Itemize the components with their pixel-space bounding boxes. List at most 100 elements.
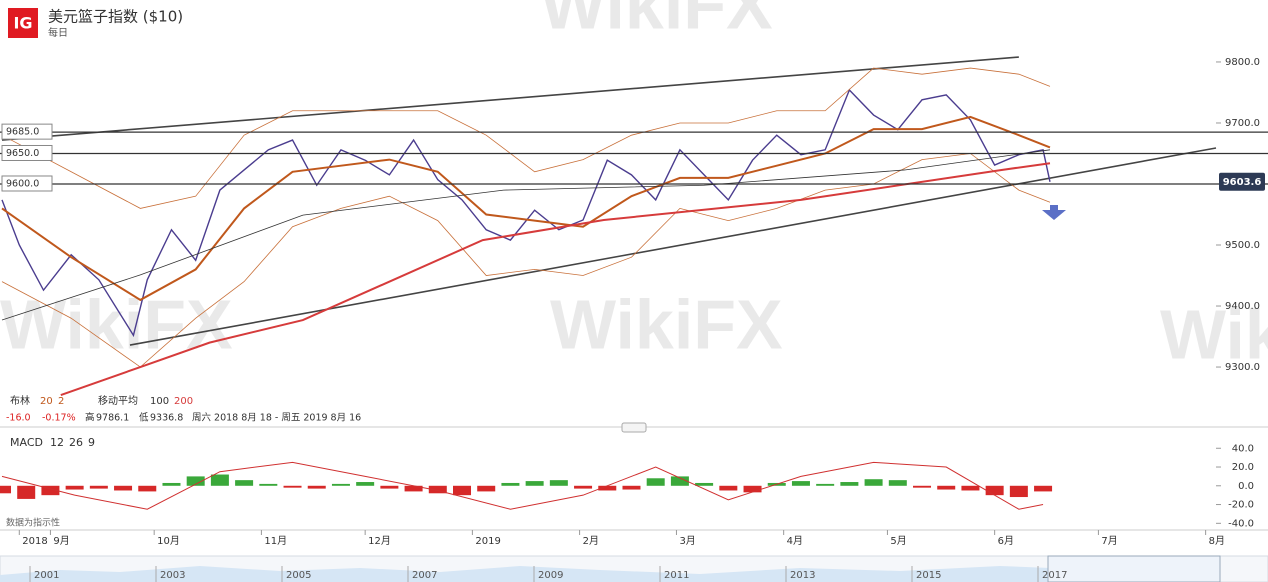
macd-bar (743, 485, 762, 493)
stat-item: 高 (85, 412, 95, 424)
stat-item: 9786.1 (96, 413, 129, 424)
x-tick-label: 2月 (583, 535, 599, 547)
y-tick-label: 9300.0 (1225, 362, 1260, 373)
x-tick-label: 11月 (264, 535, 287, 547)
macd-bar (283, 485, 302, 488)
price (1, 88, 1051, 338)
legend-item: 20 (40, 396, 53, 407)
macd-bar (89, 485, 108, 489)
y-tick-label: -20.0 (1228, 500, 1254, 511)
level-label: 9650.0 (6, 148, 39, 159)
watermarks: WikiFX WikiFX WikiFX WikiFX (0, 0, 1268, 373)
y-tick-label: 9400.0 (1225, 301, 1260, 312)
macd-bar (138, 485, 157, 492)
macd-title: MACD (10, 436, 43, 449)
macd-bar (937, 485, 956, 490)
y-tick-label: 9500.0 (1225, 240, 1260, 251)
y-tick-label: 0.0 (1238, 481, 1254, 492)
macd-bar (864, 479, 883, 486)
resize-handle[interactable] (621, 422, 647, 433)
macd-bar (719, 485, 738, 491)
y-tick-label: 40.0 (1232, 443, 1254, 454)
macd-bar (428, 485, 447, 494)
macd-bar (888, 480, 907, 486)
macd-bar (985, 485, 1004, 496)
nav-label: 2017 (1042, 570, 1067, 581)
x-tick-label: 7月 (1101, 535, 1117, 547)
watermark: WikiFX (0, 285, 233, 363)
legend-item: 200 (174, 396, 193, 407)
legend-item: 2 (58, 396, 64, 407)
macd-bar (1034, 485, 1053, 492)
macd-bar (259, 483, 278, 486)
legend-item: 布林 (10, 394, 30, 407)
stat-item: 低 (139, 412, 149, 424)
legend-item: 100 (150, 396, 169, 407)
logo-text: IG (13, 14, 32, 33)
macd-bar (0, 485, 11, 494)
macd-bar (404, 485, 423, 492)
x-tick-label: 8月 (1209, 535, 1225, 547)
interval: 每日 (48, 26, 68, 39)
level-label: 9600.0 (6, 178, 39, 189)
level-box (1, 144, 53, 161)
y-tick-label: 9700.0 (1225, 118, 1260, 129)
legend-item: 移动平均 (98, 394, 138, 407)
x-tick-label: 2018 (22, 536, 47, 547)
macd-bar (453, 485, 472, 496)
macd-param: 26 (69, 436, 83, 449)
nav-label: 2011 (664, 570, 689, 581)
x-tick-label: 3月 (679, 535, 695, 547)
x-tick-label: 4月 (787, 535, 803, 547)
macd-plot (0, 461, 1053, 510)
macd-bar (17, 485, 36, 499)
macd-bar (816, 483, 835, 486)
macd-bar (695, 482, 714, 486)
nav-label: 2015 (916, 570, 941, 581)
nav-label: 2003 (160, 570, 185, 581)
ma100 (1, 149, 1051, 321)
x-tick-label: 6月 (998, 535, 1014, 547)
bb-upper (1, 67, 1051, 209)
macd-bar (162, 482, 181, 486)
macd-bar (525, 481, 544, 486)
watermark: WikiFX (550, 285, 783, 363)
stat-item: 9336.8 (150, 413, 183, 424)
macd-bar (307, 485, 326, 489)
macd-line (1, 461, 1044, 510)
macd-bar (913, 485, 932, 488)
macd-bar (210, 474, 229, 486)
macd-bar (235, 480, 254, 486)
ma200 (60, 162, 1051, 397)
navigator-area (0, 564, 1220, 582)
navigator-window[interactable] (1047, 555, 1221, 582)
nav-label: 2007 (412, 570, 437, 581)
down-arrow (1042, 205, 1066, 220)
bb-mid (1, 115, 1051, 302)
x-tick-label: 9月 (53, 535, 69, 547)
trendline (129, 147, 1217, 346)
nav-label: 2005 (286, 570, 311, 581)
level-label: 9685.0 (6, 127, 39, 138)
bb-lower (1, 153, 1051, 368)
level-box (1, 175, 53, 192)
y-tick-label: 9800.0 (1225, 57, 1260, 68)
level-box (1, 123, 53, 140)
x-tick-label: 10月 (157, 535, 180, 547)
macd-bar (114, 485, 133, 491)
macd-bar (574, 485, 593, 489)
macd-bar (670, 476, 689, 486)
macd-bar (961, 485, 980, 491)
macd-bar (840, 482, 859, 486)
watermark: WikiFX (540, 0, 773, 43)
macd-bar (1009, 485, 1028, 498)
last-price-box (1219, 172, 1265, 191)
macd-bar (598, 485, 617, 491)
macd-bar (477, 485, 496, 492)
x-tick-label: 5月 (890, 535, 906, 547)
x-tick-label: 12月 (368, 535, 391, 547)
y-tick-label: 20.0 (1232, 462, 1254, 473)
nav-label: 2013 (790, 570, 815, 581)
x-tick-label: 2019 (475, 536, 500, 547)
y-tick-label: -40.0 (1228, 518, 1254, 529)
